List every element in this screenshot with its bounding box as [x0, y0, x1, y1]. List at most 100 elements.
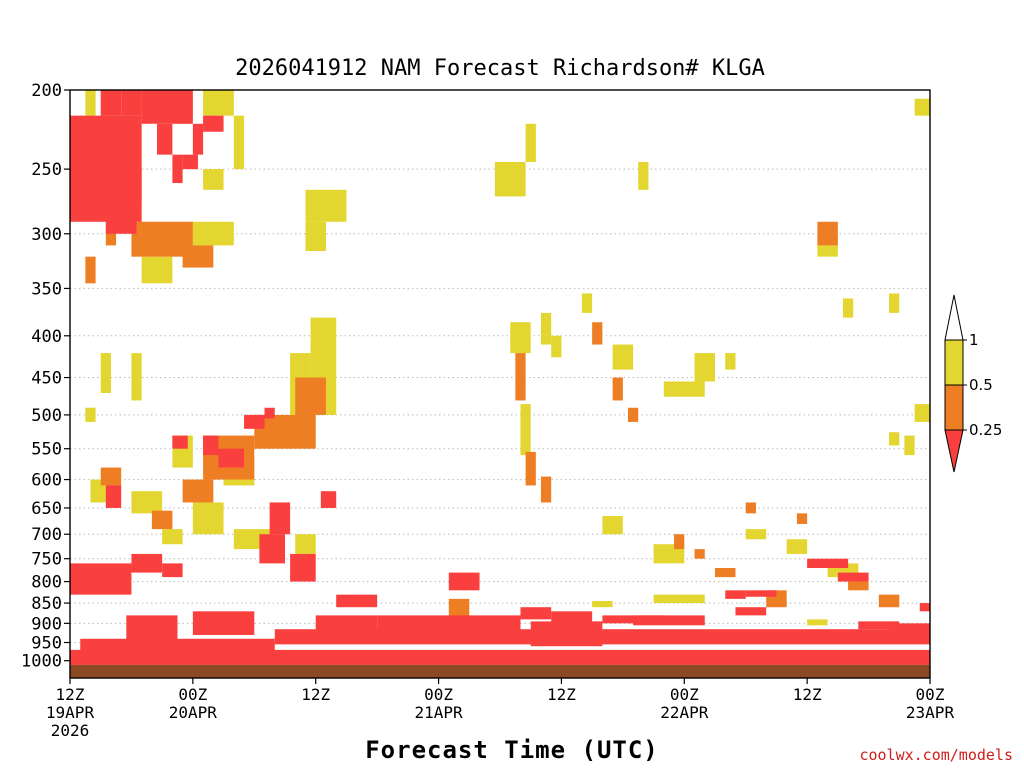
heatmap-cell [121, 90, 142, 116]
x-tick-label: 20APR [169, 703, 218, 722]
y-tick-label: 600 [31, 471, 62, 491]
heatmap-cell [735, 607, 767, 616]
heatmap-cell [858, 621, 900, 630]
y-tick-label: 350 [31, 279, 62, 299]
heatmap-cell [131, 353, 142, 401]
heatmap-cell [244, 414, 265, 429]
heatmap-cell [172, 154, 183, 184]
y-tick-label: 700 [31, 525, 62, 545]
heatmap-cell [674, 534, 685, 550]
heatmap-cell [85, 407, 96, 422]
heatmap-cell [602, 516, 623, 535]
x-tick-label: 12Z [301, 685, 330, 704]
heatmap-cell [653, 594, 705, 604]
heatmap-cell [842, 298, 854, 318]
heatmap-cell [448, 572, 480, 591]
heatmap-cell [269, 502, 291, 535]
heatmap-cell [525, 123, 536, 162]
y-tick-label: 650 [31, 499, 62, 519]
heatmap-cell [919, 603, 930, 612]
heatmap-cell [192, 123, 204, 155]
heatmap-cell [305, 221, 326, 252]
heatmap-cell [85, 90, 96, 116]
heatmap-cell [141, 256, 173, 284]
heatmap-cell [290, 553, 316, 582]
heatmap-cell [694, 353, 715, 382]
y-axis-ticks: 200 250 300 350 400 450 500 550 600 650 700 750 8008… [21, 81, 70, 672]
x-tick-label: 12Z [547, 685, 576, 704]
heatmap-cell [745, 590, 777, 597]
ground-surface [70, 664, 930, 678]
heatmap-cell [377, 615, 521, 634]
legend-swatch-red [944, 429, 964, 473]
heatmap-cell [141, 90, 193, 124]
y-tick-label: 850 [31, 594, 62, 614]
heatmap-cell [182, 154, 198, 170]
heatmap-cell [259, 534, 285, 564]
heatmap-cell [192, 502, 224, 535]
heatmap-cell [105, 139, 137, 234]
heatmap-cell [233, 115, 245, 170]
y-tick-label: 450 [31, 369, 62, 389]
heatmap-cell [551, 611, 593, 624]
y-tick-label: 800 [31, 573, 62, 593]
heatmap-cell [904, 435, 915, 456]
heatmap-cell [172, 435, 188, 449]
heatmap-cell [540, 312, 552, 345]
legend-swatch-yellow [944, 339, 964, 386]
heatmap-cell [70, 563, 132, 595]
legend: 1 0.5 0.25 [944, 294, 1002, 473]
heatmap-cell [796, 513, 808, 524]
heatmap-cell [745, 502, 756, 514]
heatmap-cell [725, 353, 736, 370]
heatmap-cell [633, 615, 705, 626]
heatmap-cell [889, 432, 900, 446]
heatmap-cell [627, 407, 639, 422]
heatmap-cell [889, 293, 900, 313]
heatmap-cell [914, 98, 930, 116]
chart-title: 2026041912 NAM Forecast Richardson# KLGA [235, 56, 765, 81]
x-tick-label: 22APR [660, 703, 709, 722]
heatmap-cell [336, 594, 378, 608]
heatmap-cell [612, 344, 634, 370]
y-tick-label: 200 [31, 81, 62, 101]
heatmap-cell [581, 293, 593, 313]
x-tick-label: 12Z [56, 685, 85, 704]
heatmap-cell [162, 529, 183, 545]
heatmap-cell [448, 598, 470, 620]
y-tick-label: 250 [31, 160, 62, 180]
y-tick-label: 1000 [21, 652, 62, 672]
y-tick-label: 400 [31, 327, 62, 347]
heatmap-cell [131, 491, 163, 514]
heatmap-cell [131, 553, 163, 573]
heatmap-cell [807, 558, 849, 569]
heatmap-cell [70, 649, 930, 665]
heatmap-cell [203, 169, 224, 190]
x-tick-label: 23APR [906, 703, 955, 722]
x-tick-label: 21APR [414, 703, 463, 722]
legend-label: 0.5 [969, 376, 993, 394]
heatmap-cell [807, 619, 828, 626]
heatmap-cell [315, 615, 378, 639]
heatmap-cell [100, 467, 122, 486]
heatmap-cell [203, 435, 219, 456]
heatmap-cell [817, 221, 838, 246]
heatmap-cell [745, 529, 767, 540]
heatmap-cell [126, 615, 178, 647]
heatmap-cell [162, 563, 183, 578]
heatmap-cell [295, 377, 326, 415]
heatmap-cell [85, 256, 96, 284]
heatmap-cell [494, 161, 526, 197]
heatmap-cell [725, 590, 746, 599]
heatmap-cell [592, 322, 603, 345]
heatmap-cell [151, 510, 173, 530]
credit-text: coolwx.com/models [859, 746, 1013, 764]
heatmap-cell [105, 485, 122, 508]
heatmap-cell [520, 607, 552, 620]
y-tick-label: 950 [31, 634, 62, 654]
plot-frame [69, 89, 931, 679]
x-tick-label: 00Z [178, 685, 207, 704]
heatmap-cell [914, 404, 930, 422]
